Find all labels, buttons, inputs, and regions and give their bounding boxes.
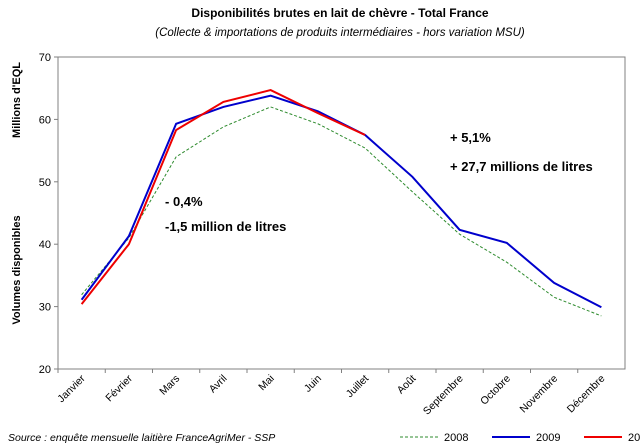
x-tick-label: Août	[395, 373, 419, 397]
x-tick-label: Mars	[157, 373, 182, 398]
x-tick-label: Octobre	[478, 373, 513, 408]
x-tick-label: Septembre	[421, 373, 466, 418]
x-tick-label: Juin	[302, 373, 324, 395]
annotation: + 27,7 millions de litres	[450, 159, 593, 174]
x-tick-label: Janvier	[55, 372, 88, 405]
y-tick-label: 70	[39, 52, 51, 64]
series-line	[81, 106, 602, 317]
x-tick-label: Novembre	[518, 373, 561, 416]
y-tick-label: 50	[39, 177, 51, 189]
annotation: - 0,4%	[165, 194, 203, 209]
chart-subtitle: (Collecte & importations de produits int…	[155, 27, 525, 39]
x-tick-label: Juillet	[344, 373, 372, 401]
legend-label: 2009	[536, 432, 560, 444]
x-tick-label: Décembre	[565, 373, 608, 416]
x-tick-label: Avril	[207, 373, 230, 396]
chart-title: Disponibilités brutes en lait de chèvre …	[191, 6, 489, 20]
source: Source : enquête mensuelle laitière Fran…	[8, 432, 275, 444]
y-tick-label: 40	[39, 239, 51, 251]
y-tick-label: 30	[39, 302, 51, 314]
y-tick-label: 20	[39, 364, 51, 376]
x-tick-label: Février	[103, 372, 135, 404]
x-tick-label: Mai	[256, 373, 276, 393]
y-label: Volumes disponibles	[11, 215, 23, 324]
y-tick-label: 60	[39, 114, 51, 126]
legend-label: 2008	[444, 432, 468, 444]
annotation: + 5,1%	[450, 130, 491, 145]
legend-label: 2010	[628, 432, 640, 444]
annotation: -1,5 million de litres	[165, 219, 286, 234]
y-label-top: Millions d'EQL	[11, 62, 23, 138]
series-line	[80, 89, 366, 305]
series-line	[80, 94, 602, 309]
